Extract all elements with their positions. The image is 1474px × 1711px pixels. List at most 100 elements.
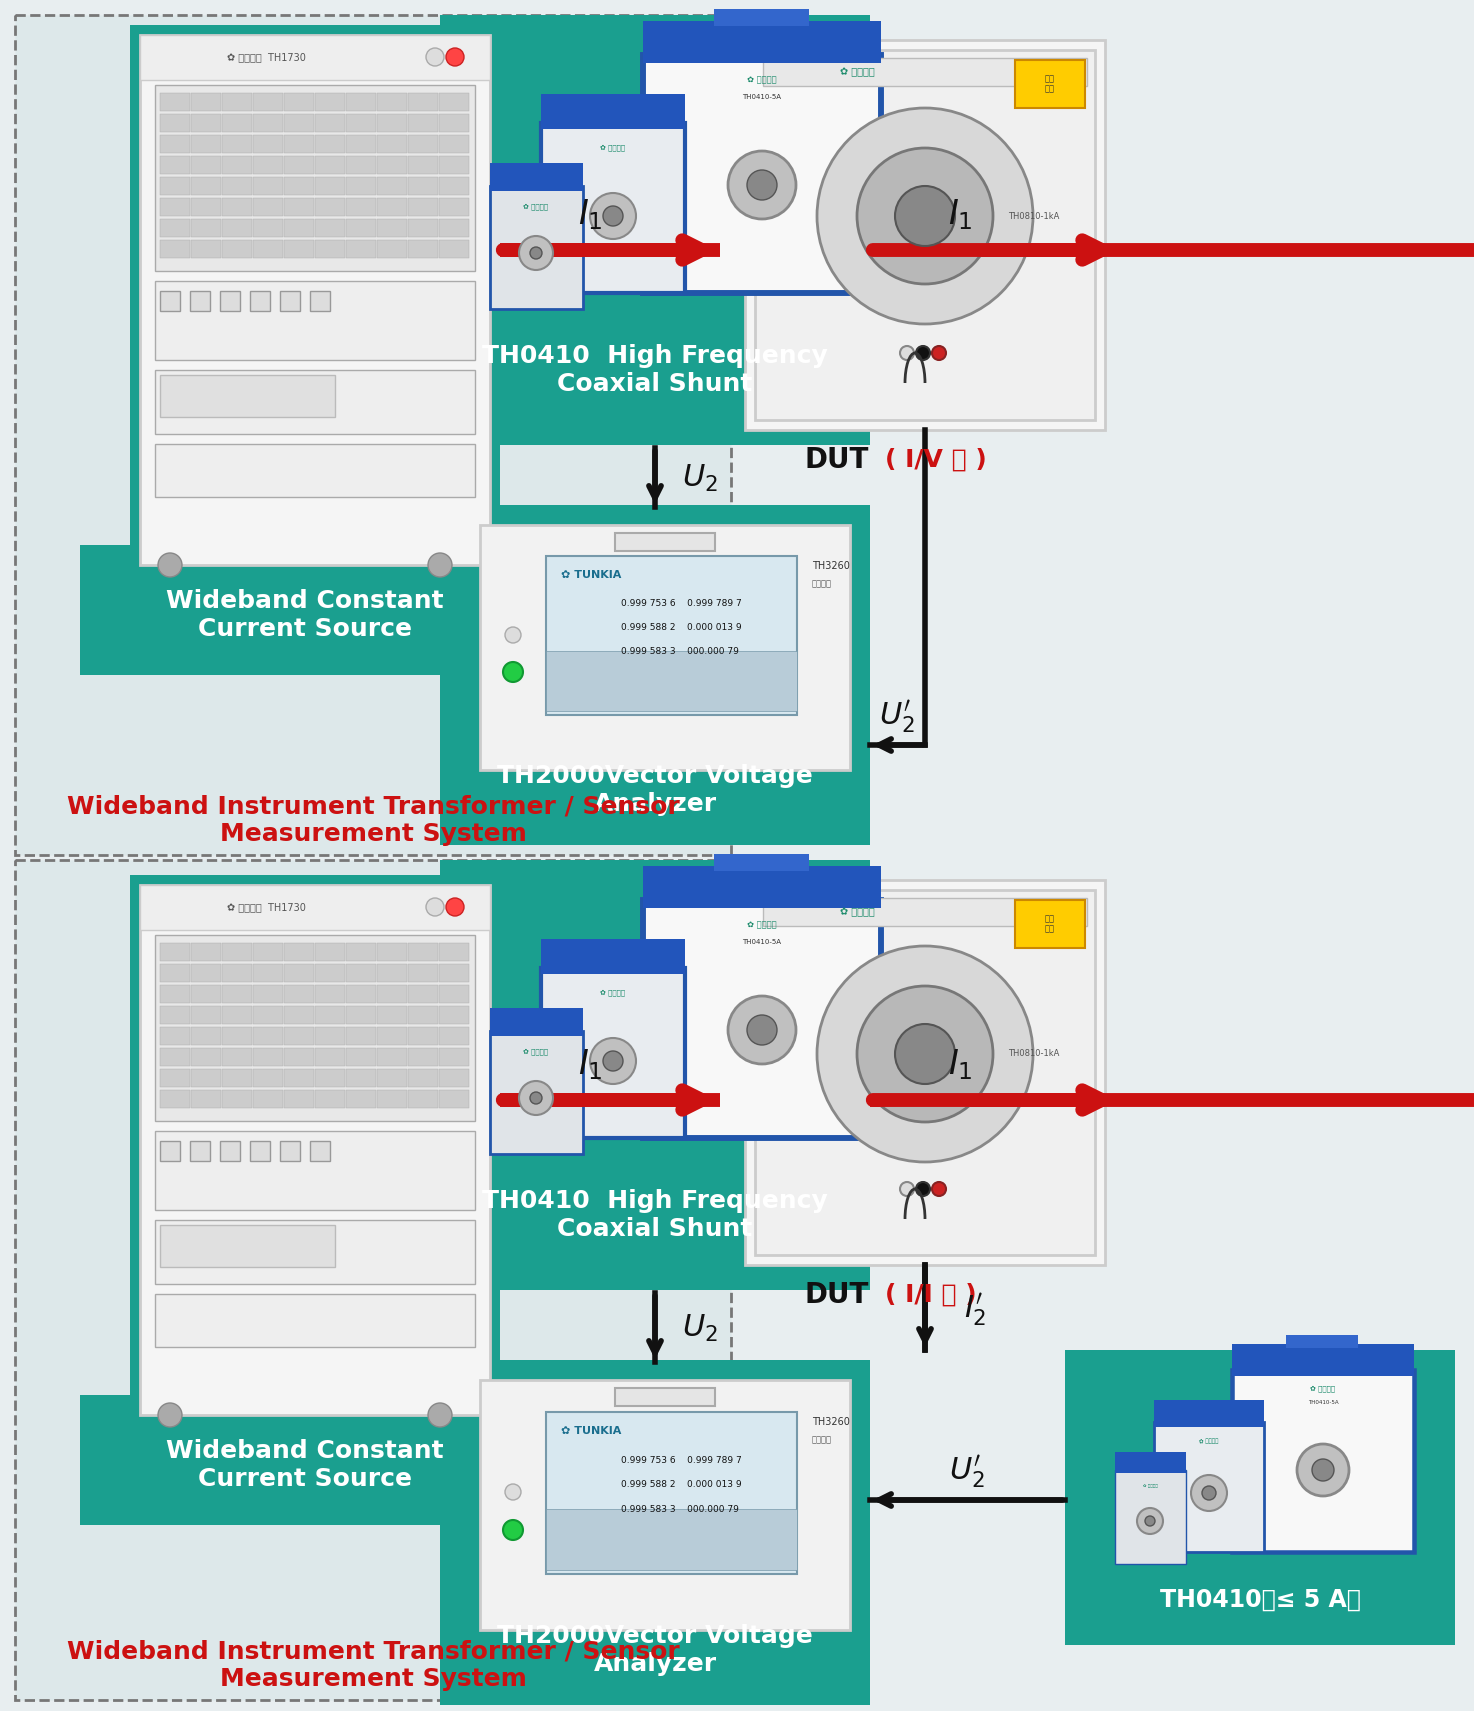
Bar	[161, 176, 190, 195]
Bar	[755, 50, 1095, 419]
Bar	[346, 1027, 376, 1045]
Text: ✿ 天振电子: ✿ 天振电子	[600, 989, 625, 996]
Text: 天振电仪: 天振电仪	[812, 1436, 831, 1444]
Bar	[408, 135, 438, 152]
Bar	[192, 156, 221, 175]
Bar	[161, 1225, 335, 1268]
Bar	[439, 198, 469, 216]
Bar	[615, 534, 715, 551]
Bar	[441, 505, 870, 845]
Text: ✿ 天振电子: ✿ 天振电子	[1142, 1483, 1157, 1489]
Bar	[315, 198, 345, 216]
Bar	[1232, 1345, 1414, 1376]
Bar	[439, 240, 469, 258]
Text: Wideband Instrument Transformer / Sensor
Measurement System: Wideband Instrument Transformer / Sensor…	[66, 1639, 680, 1690]
Bar	[161, 1006, 190, 1023]
Circle shape	[1136, 1507, 1163, 1535]
Bar	[161, 115, 190, 132]
Circle shape	[1145, 1516, 1156, 1526]
Text: TH3260: TH3260	[812, 561, 850, 571]
Bar	[545, 650, 797, 712]
Text: ✿ 天振电子: ✿ 天振电子	[747, 75, 777, 84]
Bar	[408, 986, 438, 1003]
Bar	[346, 115, 376, 132]
Text: Wideband Instrument Transformer / Sensor
Measurement System: Wideband Instrument Transformer / Sensor…	[66, 794, 680, 845]
Circle shape	[503, 1519, 523, 1540]
Bar	[441, 1360, 870, 1704]
Bar	[408, 1069, 438, 1086]
Circle shape	[901, 1182, 914, 1196]
Text: ✿ 天振电子: ✿ 天振电子	[747, 921, 777, 929]
Bar	[545, 1509, 797, 1571]
Bar	[254, 176, 283, 195]
Bar	[223, 943, 252, 962]
Bar	[315, 176, 345, 195]
Text: TH0410（≤ 5 A）: TH0410（≤ 5 A）	[1160, 1588, 1361, 1612]
Text: DUT: DUT	[805, 1282, 870, 1309]
Bar	[223, 1027, 252, 1045]
Bar	[408, 92, 438, 111]
Circle shape	[915, 346, 930, 359]
Bar	[140, 34, 489, 565]
Bar	[254, 1090, 283, 1109]
Bar	[284, 986, 314, 1003]
Circle shape	[817, 108, 1033, 323]
Text: TH2000Vector Voltage
Analyzer: TH2000Vector Voltage Analyzer	[497, 765, 812, 816]
Bar	[315, 240, 345, 258]
Circle shape	[158, 553, 181, 577]
Bar	[346, 156, 376, 175]
Bar	[161, 1141, 180, 1160]
Bar	[315, 156, 345, 175]
Bar	[284, 92, 314, 111]
Text: TH0410-5A: TH0410-5A	[743, 939, 781, 944]
Bar	[220, 1141, 240, 1160]
Bar	[377, 1049, 407, 1066]
Bar	[254, 1049, 283, 1066]
Bar	[161, 219, 190, 238]
Circle shape	[1201, 1485, 1216, 1501]
Circle shape	[506, 1483, 520, 1501]
Bar	[284, 963, 314, 982]
Bar	[284, 176, 314, 195]
Bar	[310, 291, 330, 310]
Bar	[251, 1141, 270, 1160]
Bar	[643, 866, 881, 909]
Text: $I_1$: $I_1$	[948, 198, 973, 233]
Bar	[284, 240, 314, 258]
Bar	[439, 92, 469, 111]
Bar	[254, 135, 283, 152]
Text: TH0410  High Frequency
Coaxial Shunt: TH0410 High Frequency Coaxial Shunt	[482, 344, 828, 395]
Bar	[161, 375, 335, 417]
Bar	[190, 291, 209, 310]
Bar	[155, 370, 475, 433]
Bar	[346, 1090, 376, 1109]
Bar	[377, 1006, 407, 1023]
Bar	[439, 135, 469, 152]
Bar	[280, 291, 301, 310]
Text: 0.999 588 2    0.000 013 9: 0.999 588 2 0.000 013 9	[621, 623, 741, 631]
Bar	[315, 986, 345, 1003]
Bar	[713, 854, 809, 871]
Text: 注意
安全: 注意 安全	[1045, 914, 1055, 934]
Bar	[408, 1006, 438, 1023]
Bar	[284, 943, 314, 962]
Bar	[254, 219, 283, 238]
Bar	[489, 163, 584, 192]
Bar	[315, 92, 345, 111]
Bar	[439, 219, 469, 238]
Bar	[346, 1069, 376, 1086]
Bar	[192, 1090, 221, 1109]
Bar	[223, 92, 252, 111]
Bar	[161, 986, 190, 1003]
Bar	[377, 943, 407, 962]
Bar	[223, 115, 252, 132]
Circle shape	[427, 553, 453, 577]
Bar	[155, 443, 475, 496]
Text: ✿ 天振电子: ✿ 天振电子	[840, 907, 874, 917]
Text: $I_1$: $I_1$	[948, 1047, 973, 1083]
Bar	[161, 1090, 190, 1109]
Bar	[377, 986, 407, 1003]
Bar	[284, 1006, 314, 1023]
Bar	[192, 1006, 221, 1023]
Bar	[223, 1090, 252, 1109]
